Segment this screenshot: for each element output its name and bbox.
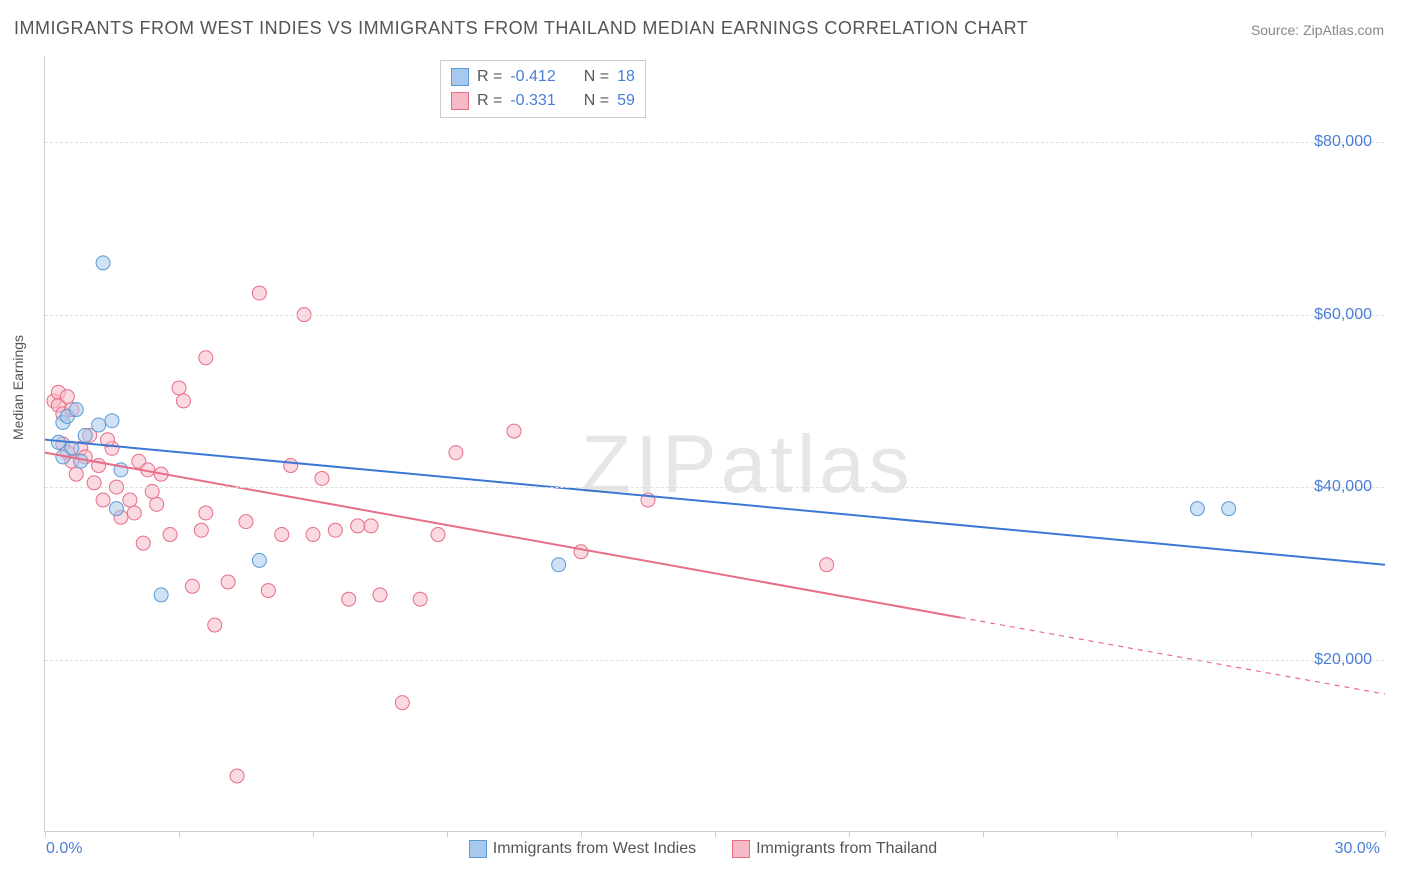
scatter-point bbox=[342, 592, 356, 606]
legend-r-label: R = bbox=[477, 89, 502, 113]
scatter-point bbox=[105, 414, 119, 428]
scatter-point bbox=[230, 769, 244, 783]
x-tick bbox=[1117, 831, 1118, 837]
scatter-point bbox=[574, 545, 588, 559]
legend-swatch bbox=[451, 92, 469, 110]
chart-container: IMMIGRANTS FROM WEST INDIES VS IMMIGRANT… bbox=[0, 0, 1406, 892]
scatter-point bbox=[507, 424, 521, 438]
scatter-point bbox=[199, 351, 213, 365]
legend-swatch bbox=[469, 840, 487, 858]
scatter-point bbox=[123, 493, 137, 507]
plot-area: ZIPatlas $20,000$40,000$60,000$80,000 bbox=[44, 56, 1384, 832]
scatter-point bbox=[275, 528, 289, 542]
correlation-legend: R = -0.412 N = 18 R = -0.331 N = 59 bbox=[440, 60, 646, 118]
source-label: Source: ZipAtlas.com bbox=[1251, 22, 1384, 38]
scatter-point bbox=[185, 579, 199, 593]
legend-swatch bbox=[732, 840, 750, 858]
gridline bbox=[45, 660, 1384, 661]
scatter-point bbox=[261, 584, 275, 598]
y-tick-label: $20,000 bbox=[1314, 651, 1372, 669]
y-tick-label: $80,000 bbox=[1314, 133, 1372, 151]
scatter-point bbox=[92, 418, 106, 432]
gridline bbox=[45, 487, 1384, 488]
scatter-point bbox=[69, 467, 83, 481]
scatter-point bbox=[60, 390, 74, 404]
scatter-point bbox=[252, 286, 266, 300]
legend-swatch bbox=[451, 68, 469, 86]
scatter-point bbox=[74, 454, 88, 468]
scatter-point bbox=[199, 506, 213, 520]
trend-line bbox=[45, 440, 1385, 565]
scatter-point bbox=[315, 471, 329, 485]
scatter-point bbox=[284, 459, 298, 473]
scatter-point bbox=[306, 528, 320, 542]
legend-n-value: 18 bbox=[617, 65, 635, 89]
legend-label: Immigrants from Thailand bbox=[756, 840, 937, 858]
legend-item: Immigrants from West Indies bbox=[469, 840, 696, 858]
legend-n-value: 59 bbox=[617, 89, 635, 113]
x-tick bbox=[1251, 831, 1252, 837]
scatter-point bbox=[820, 558, 834, 572]
scatter-point bbox=[364, 519, 378, 533]
chart-svg bbox=[45, 56, 1384, 831]
legend-row: R = -0.331 N = 59 bbox=[451, 89, 635, 113]
trend-line bbox=[45, 453, 961, 618]
x-tick bbox=[849, 831, 850, 837]
legend-n-label: N = bbox=[584, 65, 609, 89]
scatter-point bbox=[1190, 502, 1204, 516]
gridline bbox=[45, 142, 1384, 143]
scatter-point bbox=[328, 523, 342, 537]
scatter-point bbox=[176, 394, 190, 408]
scatter-point bbox=[552, 558, 566, 572]
scatter-point bbox=[136, 536, 150, 550]
scatter-point bbox=[78, 428, 92, 442]
x-tick bbox=[179, 831, 180, 837]
x-tick bbox=[1385, 831, 1386, 837]
scatter-point bbox=[172, 381, 186, 395]
x-tick bbox=[45, 831, 46, 837]
scatter-point bbox=[413, 592, 427, 606]
legend-r-value: -0.331 bbox=[510, 89, 555, 113]
scatter-point bbox=[351, 519, 365, 533]
scatter-point bbox=[221, 575, 235, 589]
scatter-point bbox=[449, 446, 463, 460]
scatter-point bbox=[96, 256, 110, 270]
scatter-point bbox=[150, 497, 164, 511]
scatter-point bbox=[239, 515, 253, 529]
scatter-point bbox=[431, 528, 445, 542]
y-axis-label: Median Earnings bbox=[10, 335, 26, 440]
x-tick bbox=[447, 831, 448, 837]
scatter-point bbox=[252, 553, 266, 567]
scatter-point bbox=[127, 506, 141, 520]
scatter-point bbox=[154, 588, 168, 602]
x-tick bbox=[313, 831, 314, 837]
scatter-point bbox=[163, 528, 177, 542]
y-tick-label: $40,000 bbox=[1314, 478, 1372, 496]
scatter-point bbox=[1222, 502, 1236, 516]
y-tick-label: $60,000 bbox=[1314, 306, 1372, 324]
scatter-point bbox=[194, 523, 208, 537]
scatter-point bbox=[208, 618, 222, 632]
scatter-point bbox=[96, 493, 110, 507]
x-tick bbox=[983, 831, 984, 837]
legend-n-label: N = bbox=[584, 89, 609, 113]
gridline bbox=[45, 315, 1384, 316]
series-legend: Immigrants from West Indies Immigrants fr… bbox=[0, 840, 1406, 863]
x-tick bbox=[581, 831, 582, 837]
legend-label: Immigrants from West Indies bbox=[493, 840, 696, 858]
scatter-point bbox=[395, 696, 409, 710]
scatter-point bbox=[69, 403, 83, 417]
legend-r-label: R = bbox=[477, 65, 502, 89]
legend-item: Immigrants from Thailand bbox=[732, 840, 937, 858]
scatter-point bbox=[109, 502, 123, 516]
legend-row: R = -0.412 N = 18 bbox=[451, 65, 635, 89]
chart-title: IMMIGRANTS FROM WEST INDIES VS IMMIGRANT… bbox=[14, 18, 1028, 39]
scatter-point bbox=[373, 588, 387, 602]
legend-r-value: -0.412 bbox=[510, 65, 555, 89]
x-tick bbox=[715, 831, 716, 837]
